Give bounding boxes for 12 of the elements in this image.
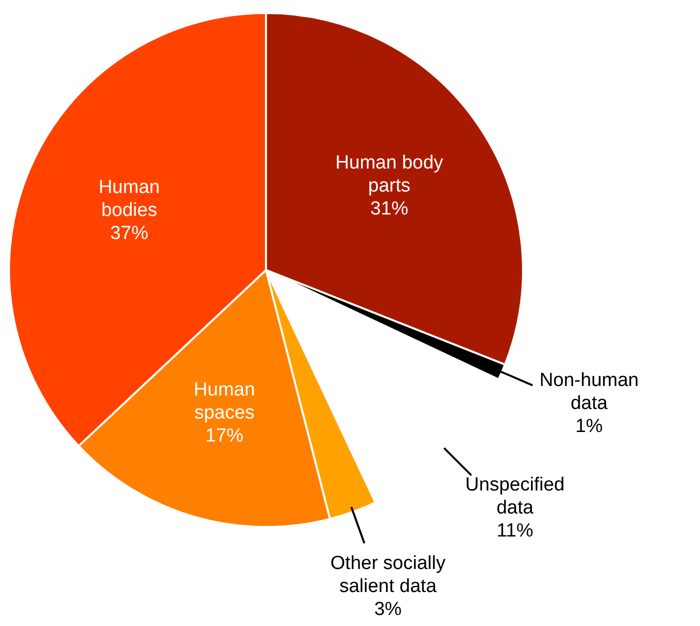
slice-label: Human bodies [98,177,160,222]
data-label: 11% [496,520,534,542]
data-label: 37% [110,223,148,244]
slice-label: Other socially salient data [330,553,446,598]
slice-label: Non-human data [539,370,639,414]
slice-label: Human spaces [194,379,256,424]
data-label: 1% [575,416,603,438]
data-label: 17% [205,425,244,446]
data-label: 3% [374,599,402,620]
data-label: 31% [370,198,408,220]
slice-label: Unspecified data [465,474,565,518]
slice-label: Human body parts [335,152,444,196]
